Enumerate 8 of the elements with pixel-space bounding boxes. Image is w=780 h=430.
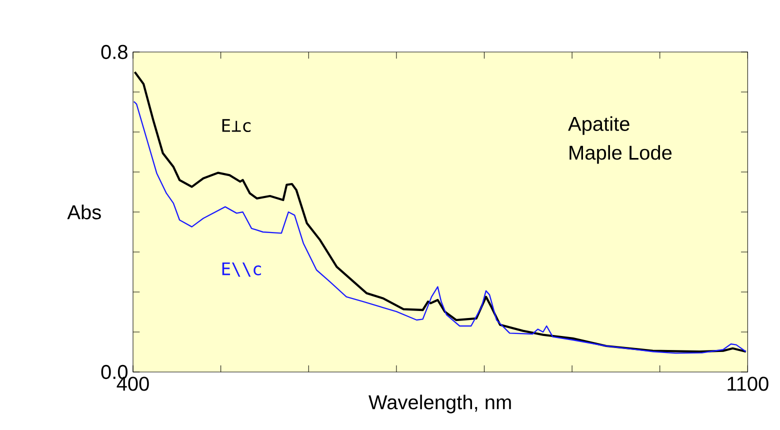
y-axis-title: Abs [67,204,101,220]
x-axis-title: Wavelength, nm [368,394,511,414]
y-tick-label: 0.8 [101,44,128,60]
series-label: E\\c [222,262,261,277]
annotation: Apatite [568,116,630,135]
annotation: Maple Lode [570,145,672,164]
x-tick-label: 1100 [728,376,768,391]
text: E⊥c [222,119,251,132]
